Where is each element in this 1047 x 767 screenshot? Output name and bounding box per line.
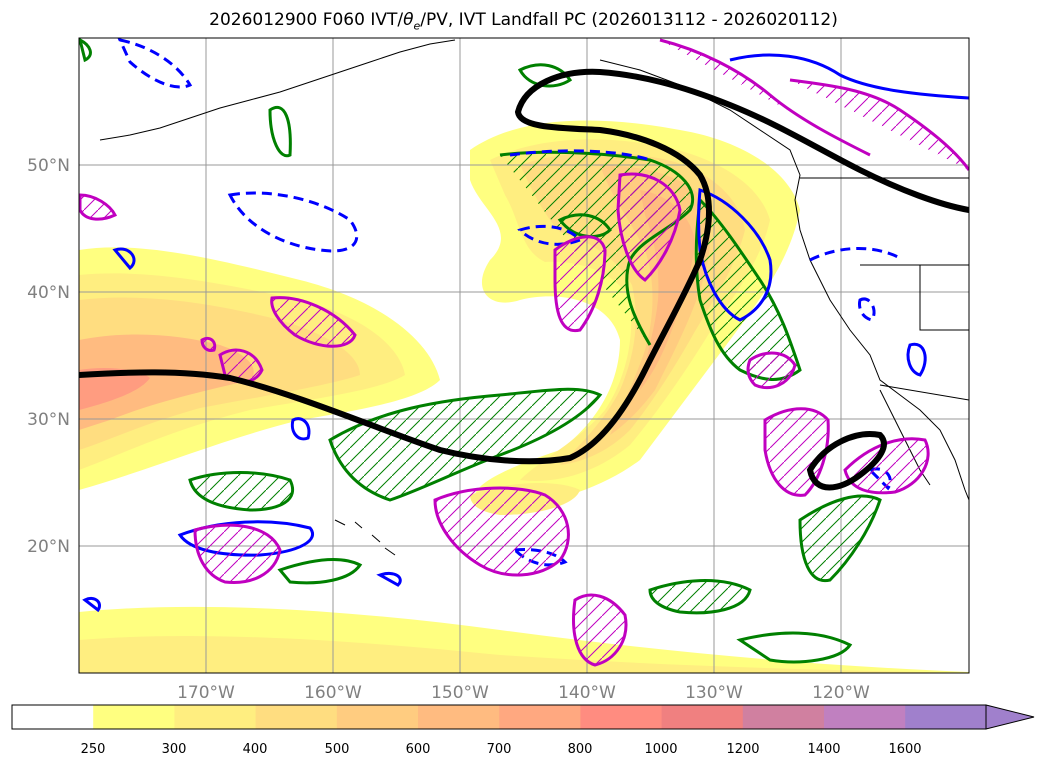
lon-tick-label: 150°W [431,683,489,703]
blue-contour-5 [82,596,101,613]
magenta-contour-2 [553,235,607,333]
pv-contours [79,68,969,491]
colorbar-label: 300 [162,742,187,757]
colorbar-label: 800 [568,742,593,757]
lon-tick-label: 120°W [812,683,870,703]
magenta-contours [79,38,969,667]
lon-tick-label: 170°W [177,683,235,703]
blue-dashed-contour-4 [517,224,583,246]
theta-e-contour-10 [517,63,573,88]
lat-tick-label: 50°N [27,156,70,176]
magenta-contour-5 [193,523,282,585]
magenta-contour-11 [79,193,118,221]
lat-tick-label: 30°N [27,410,70,430]
map-border [78,37,970,674]
colorbar-segment [418,705,500,729]
blue-dashed-contour-5 [809,247,901,262]
theta-e-contour-3 [328,387,603,502]
colorbar-label: 700 [487,742,512,757]
colorbar-label: 1200 [726,742,759,757]
colorbar-label: 500 [325,742,350,757]
colorbar-label: 250 [81,742,106,757]
blue-contour-8 [376,571,402,587]
magenta-contour-13 [616,172,682,282]
blue-dashed-contour-7 [858,297,876,322]
magenta-contour-10 [746,351,797,390]
lat-tick-label: 20°N [27,537,70,557]
state-borders [800,177,969,401]
colorbar-extend-arrow [985,704,1035,730]
pv-contour-cutoff [806,431,887,491]
colorbar-segment [93,705,175,729]
colorbar-label: 600 [406,742,431,757]
theta-e-contour-5 [277,558,363,585]
colorbar-segment [336,705,419,729]
colorbar-frame [11,704,987,730]
colorbar-segment [580,705,663,729]
lat-tick-labels: 50°N 40°N 30°N 20°N [27,156,70,557]
colorbar-segment [174,705,257,729]
blue-contour-6 [906,342,927,377]
coastline-aleutians [99,39,456,141]
coastline-hawaii [334,519,396,556]
lon-tick-label: 140°W [558,683,616,703]
title-prefix: 2026012900 F060 IVT/ [209,10,404,30]
colorbar-label: 1000 [644,742,677,757]
colorbar-labels: 250 300 400 500 600 700 800 1000 1200 14… [81,742,922,757]
magenta-contour-14 [200,336,217,352]
colorbar-label: 1600 [888,742,921,757]
colorbar-segments [12,705,987,729]
blue-contour-3 [729,53,969,100]
colorbar: 250 300 400 500 600 700 800 1000 1200 14… [11,704,1035,757]
blue-contour-2 [697,187,773,322]
lat-tick-label: 40°N [27,283,70,303]
lon-tick-label: 130°W [685,683,743,703]
colorbar-label: 400 [243,742,268,757]
colorbar-segment [255,705,338,729]
magenta-contour-3 [659,38,871,157]
colorbar-segment [742,705,825,729]
colorbar-segment [499,705,581,729]
magenta-contour-4 [789,78,969,171]
ivt-south-band-300 [79,635,969,673]
pv-contour-main [79,68,969,465]
theta-e-contour-6 [648,579,752,615]
magenta-contour-6 [433,486,570,577]
theta-e-contour-7 [798,494,882,583]
map-title: 2026012900 F060 IVT/θe/PV, IVT Landfall … [0,10,1047,32]
theta-e-contour-9 [79,38,92,63]
magenta-contour-7 [572,593,628,667]
ivt-band-west-600 [79,334,254,430]
title-suffix: /PV, IVT Landfall PC (2026013112 - 20260… [420,10,838,30]
colorbar-segment [661,705,744,729]
theta-e-contour-4 [188,471,294,512]
blue-dashed-contour-1 [227,191,359,253]
colorbar-segment [905,705,987,729]
title-theta-subscript: e [413,19,421,33]
theta-e-contour-11 [736,631,853,664]
theta-e-contour-8 [268,106,292,158]
lon-tick-labels: 170°W 160°W 150°W 140°W 130°W 120°W [177,683,870,703]
blue-dashed-contour-3 [509,149,651,162]
ivt-band-west-800 [79,367,150,410]
blue-contour-7 [112,247,136,271]
title-theta: θ [403,10,414,30]
colorbar-segment [824,705,906,729]
theta-e-contour-12 [557,213,612,239]
magenta-contour-1 [270,296,357,348]
colorbar-label: 1400 [807,742,840,757]
colorbar-segment [12,705,94,729]
blue-dashed-contour-2 [117,38,193,89]
lon-tick-label: 160°W [304,683,362,703]
blue-contour-4 [290,417,311,441]
